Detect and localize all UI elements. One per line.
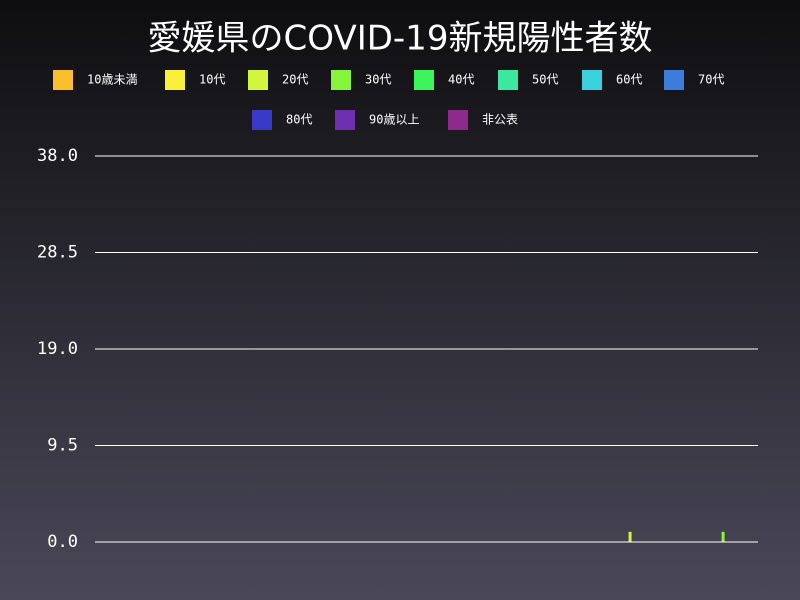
y-tick-label: 19.0 — [37, 339, 78, 359]
legend-label: 20代 — [282, 73, 308, 87]
legend-label: 80代 — [286, 113, 312, 127]
legend-swatch — [331, 70, 351, 90]
legend-swatch — [448, 110, 468, 130]
plot: 0.09.519.028.538.03/305/198/210/1612/512… — [37, 70, 758, 552]
legend-swatch — [252, 110, 272, 130]
legend-label: 10歳未満 — [87, 73, 137, 87]
legend-label: 40代 — [448, 73, 474, 87]
y-tick-label: 9.5 — [47, 436, 78, 456]
legend-label: 50代 — [532, 73, 558, 87]
legend-swatch — [414, 70, 434, 90]
y-tick-label: 28.5 — [37, 243, 78, 263]
legend-label: 60代 — [616, 73, 642, 87]
bar-segment — [721, 531, 725, 542]
y-tick-label: 0.0 — [47, 532, 78, 552]
legend-swatch — [53, 70, 73, 90]
legend-swatch — [248, 70, 268, 90]
bar-segment — [628, 531, 632, 542]
legend-swatch — [498, 70, 518, 90]
legend-swatch — [165, 70, 185, 90]
legend-label: 90歳以上 — [369, 113, 419, 127]
legend-swatch — [335, 110, 355, 130]
legend-label: 非公表 — [482, 113, 518, 127]
y-tick-label: 38.0 — [37, 146, 78, 166]
legend-swatch — [582, 70, 602, 90]
chart-title: 愛媛県のCOVID-19新規陽性者数 — [148, 19, 653, 59]
legend-label: 70代 — [698, 73, 724, 87]
legend-label: 10代 — [199, 73, 225, 87]
legend-label: 30代 — [365, 73, 391, 87]
legend-swatch — [664, 70, 684, 90]
